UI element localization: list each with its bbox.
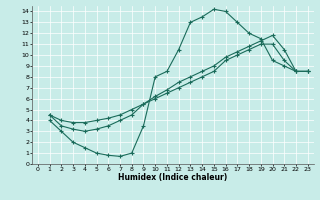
X-axis label: Humidex (Indice chaleur): Humidex (Indice chaleur) <box>118 173 228 182</box>
